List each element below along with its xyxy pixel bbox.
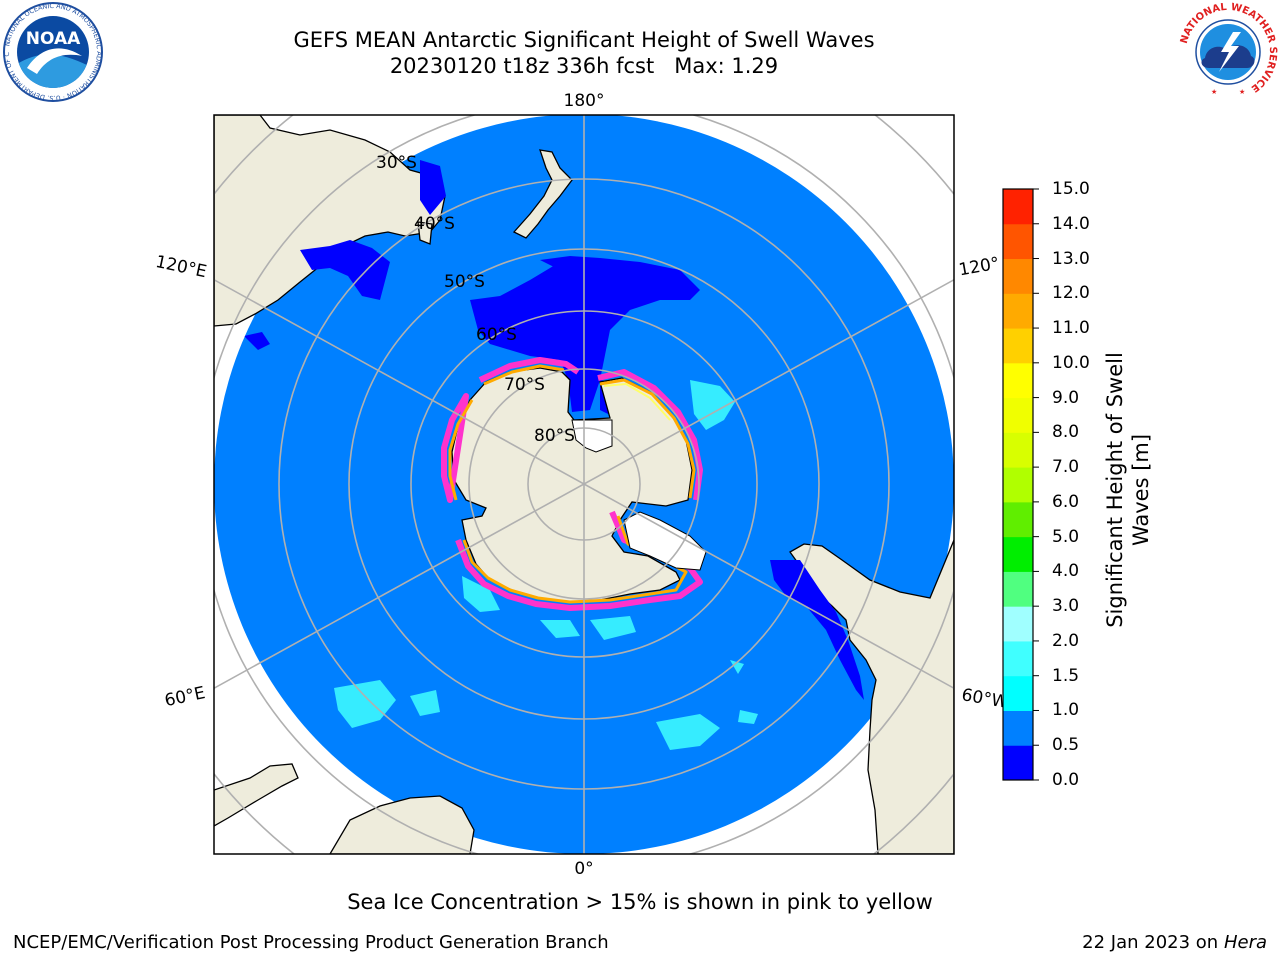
footer-branch: NCEP/EMC/Verification Post Processing Pr… [13, 932, 609, 953]
colorbar-swatch [1003, 223, 1033, 260]
colorbar-swatch [1003, 710, 1033, 746]
footer-date: 22 Jan 2023 on Hera [1082, 932, 1267, 953]
colorbar-swatch [1003, 397, 1033, 433]
colorbar-tick-label: 1.5 [1052, 665, 1080, 686]
colorbar-tick-label: 3.0 [1052, 596, 1080, 617]
colorbar-tick-label: 0.5 [1052, 735, 1080, 756]
map-area [214, 115, 954, 854]
colorbar-swatch [1003, 606, 1033, 642]
nws-logo: NATIONAL WEATHER SERVICE ★ ★ [1179, 2, 1278, 100]
svg-text:★: ★ [1211, 88, 1217, 96]
colorbar-swatch [1003, 467, 1033, 503]
footer-machine: Hera [1223, 932, 1267, 953]
colorbar-tick-label: 0.0 [1052, 770, 1080, 790]
colorbar-label: Significant Height of Swell Waves [m] [1103, 352, 1153, 628]
colorbar-swatch [1003, 501, 1033, 538]
colorbar-swatch [1003, 536, 1033, 572]
noaa-logo-text: NOAA [26, 29, 81, 49]
svg-text:★: ★ [1239, 88, 1245, 96]
colorbar [1002, 188, 1039, 781]
antarctica [451, 367, 693, 603]
noaa-logo: NATIONAL OCEANIC AND ATMOSPHERIC ADMINIS… [2, 2, 103, 102]
colorbar-swatch [1003, 362, 1033, 399]
colorbar-swatch [1003, 640, 1033, 677]
colorbar-swatch [1003, 571, 1033, 607]
weddell-ice-shelf [623, 511, 707, 571]
colorbar-swatch [1003, 745, 1033, 781]
colorbar-tick-label: 4.0 [1052, 561, 1080, 582]
lon-label-120w: 120° [957, 254, 1001, 281]
lat-label-50s: 50°S [444, 272, 485, 292]
colorbar-swatch [1003, 675, 1033, 711]
colorbar-tick-label: 14.0 [1052, 213, 1090, 234]
low-swell-regions [244, 160, 864, 700]
colorbar-tick-label: 6.0 [1052, 491, 1080, 512]
sea-ice-note: Sea Ice Concentration > 15% is shown in … [347, 890, 933, 914]
colorbar-swatch [1003, 258, 1033, 294]
colorbar-tick-label: 5.0 [1052, 526, 1080, 547]
lon-label-120e: 120°E [154, 252, 209, 282]
lon-label-0: 0° [574, 859, 593, 879]
colorbar-tick-label: 9.0 [1052, 387, 1080, 408]
svg-text:Significant Height of Swell: Significant Height of Swell [1103, 352, 1127, 628]
colorbar-tick-label: 12.0 [1052, 283, 1090, 304]
colorbar-swatch [1003, 189, 1033, 225]
colorbar-tick-label: 13.0 [1052, 248, 1090, 269]
colorbar-tick-label: 2.0 [1052, 630, 1080, 651]
lon-label-180: 180° [564, 91, 605, 111]
colorbar-frame [1002, 188, 1034, 781]
colorbar-tick-label: 7.0 [1052, 457, 1080, 478]
chart-subtitle: 20230120 t18z 336h fcst Max: 1.29 [389, 54, 779, 78]
colorbar-tick-label: 1.0 [1052, 700, 1080, 721]
colorbar-swatch [1003, 432, 1033, 468]
colorbar-tick-label: 10.0 [1052, 352, 1090, 373]
lat-label-60s: 60°S [476, 325, 517, 345]
lon-label-60e: 60°E [163, 683, 207, 711]
land-masses [214, 115, 954, 854]
footer-date-text: 22 Jan 2023 on [1082, 932, 1224, 953]
moderate-swell-patches [334, 380, 758, 750]
lat-label-70s: 70°S [504, 375, 545, 395]
lat-label-40s: 40°S [414, 214, 455, 234]
graticule [214, 115, 954, 854]
lat-label-80s: 80°S [534, 426, 575, 446]
svg-text:Waves [m]: Waves [m] [1129, 434, 1153, 546]
colorbar-swatch [1003, 293, 1033, 329]
lat-label-30s: 30°S [376, 153, 417, 173]
chart-title: GEFS MEAN Antarctic Significant Height o… [293, 28, 875, 52]
colorbar-tick-label: 11.0 [1052, 318, 1090, 339]
colorbar-tick-label: 8.0 [1052, 422, 1080, 443]
colorbar-tick-label: 15.0 [1052, 179, 1090, 199]
map-frame [213, 114, 955, 855]
colorbar-swatch [1003, 328, 1033, 364]
sea-ice-edge [441, 357, 703, 611]
